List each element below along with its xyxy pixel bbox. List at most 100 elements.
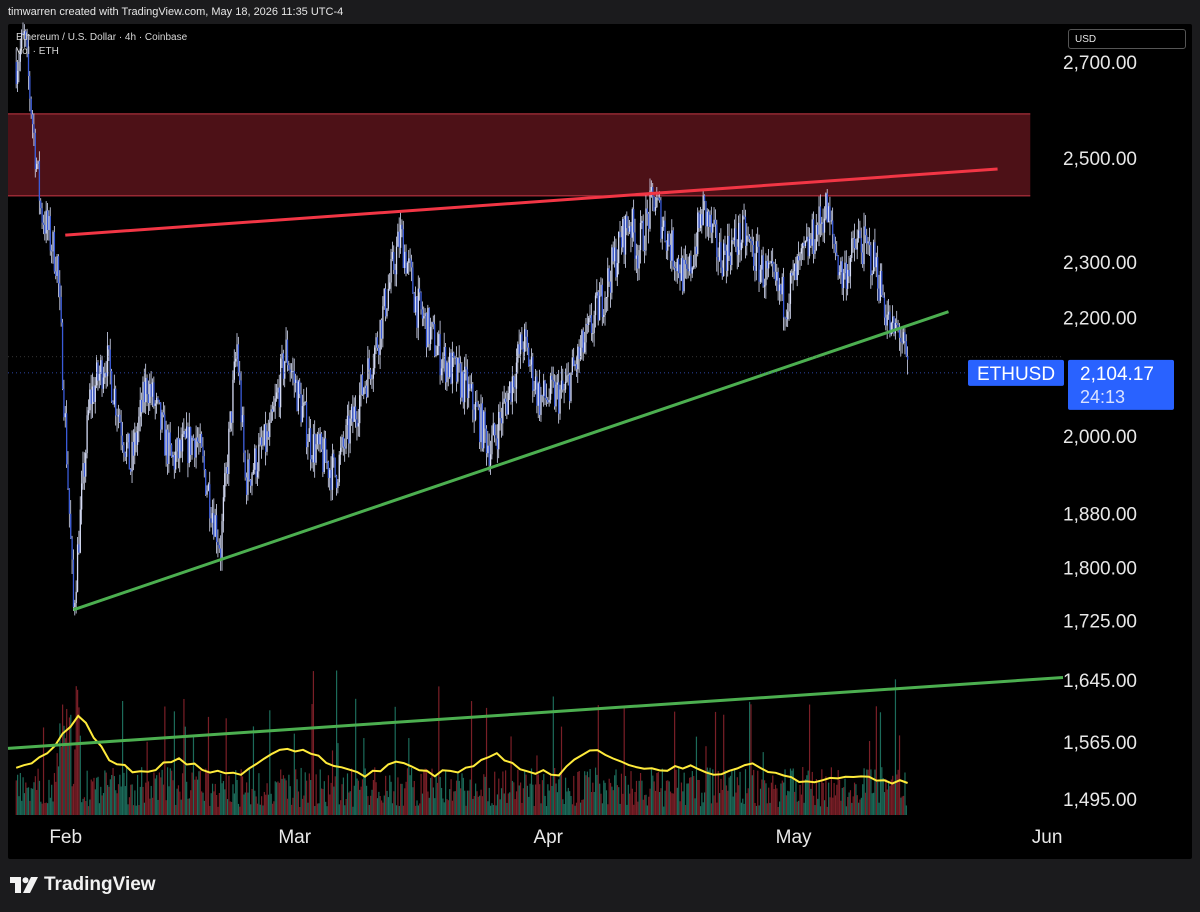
volume-bar	[535, 784, 537, 815]
candle-body	[218, 545, 220, 549]
volume-bar	[792, 768, 794, 815]
volume-bar	[500, 788, 503, 815]
candle-body	[368, 358, 370, 370]
candle-body	[303, 402, 305, 407]
candle-body	[468, 384, 470, 399]
tradingview-logo[interactable]: TradingView	[10, 874, 156, 896]
candle-body	[827, 206, 830, 223]
time-axis: Feb Mar Apr May Jun	[49, 827, 1062, 848]
candle-body	[878, 288, 880, 301]
candle-body	[695, 246, 698, 254]
candle-body	[661, 226, 663, 239]
volume-bar	[596, 774, 598, 815]
candle-body	[530, 356, 533, 365]
candle-body	[883, 297, 886, 318]
volume-bar	[326, 806, 328, 815]
volume-bar	[145, 782, 147, 815]
candle-body	[81, 483, 83, 510]
candle-body	[417, 288, 419, 328]
volume-bar	[900, 797, 902, 815]
candle-body	[609, 281, 612, 293]
candle-body	[404, 251, 406, 269]
candle-body	[121, 435, 124, 446]
volume-bar	[586, 771, 588, 815]
candle-body	[19, 48, 21, 62]
volume-bar	[862, 784, 864, 815]
volume-bar	[458, 780, 460, 815]
candle-body	[293, 370, 295, 383]
candle-body	[642, 220, 644, 251]
candle-body	[61, 322, 64, 389]
candle-body	[514, 387, 516, 389]
volume-bar	[811, 771, 813, 815]
volume-bar	[374, 767, 376, 815]
volume-bar	[528, 796, 530, 815]
volume-bar	[695, 736, 698, 815]
candle-body	[397, 231, 399, 247]
volume-bar	[481, 796, 484, 815]
candle-body	[709, 214, 711, 227]
candle-body	[421, 309, 424, 319]
volume-bar	[520, 782, 522, 815]
volume-bar	[173, 711, 175, 815]
candle-body	[611, 247, 613, 293]
volume-bar	[93, 777, 95, 815]
volume-bar	[244, 792, 246, 815]
candle-body	[378, 347, 380, 355]
symbol-legend[interactable]: Ethereum / U.S. Dollar · 4h · Coinbase	[16, 32, 188, 43]
volume-bar	[98, 803, 101, 815]
time-axis-tick: Apr	[533, 827, 563, 848]
candle-body	[185, 426, 188, 438]
candle-body	[672, 230, 674, 267]
volume-bar	[750, 704, 752, 815]
candle-body	[369, 369, 372, 379]
candle-body	[98, 373, 101, 381]
volume-bar	[822, 783, 824, 815]
candle-body	[752, 244, 755, 266]
volume-legend[interactable]: Vol · ETH	[16, 46, 59, 57]
candle-body	[904, 332, 906, 342]
candle-body	[853, 238, 856, 248]
candle-body	[838, 272, 841, 276]
candle-body	[447, 362, 449, 378]
candle-body	[725, 250, 728, 271]
volume-bar	[883, 792, 886, 815]
volume-bar	[731, 770, 733, 815]
candle-body	[626, 215, 628, 229]
candle-body	[656, 197, 658, 208]
volume-bar	[697, 779, 699, 815]
currency-selector[interactable]: USD	[1068, 29, 1186, 49]
candle-body	[723, 243, 725, 277]
volume-bar	[893, 783, 895, 815]
candle-body	[195, 437, 197, 458]
candle-body	[300, 394, 302, 423]
candle-body	[803, 242, 805, 247]
candle-body	[46, 210, 49, 230]
volume-bar	[791, 770, 793, 815]
volume-bar	[736, 777, 738, 815]
volume-bar	[506, 802, 508, 815]
candle-body	[660, 200, 662, 239]
volume-bar	[464, 790, 466, 815]
volume-bar	[372, 780, 374, 815]
volume-bar	[578, 771, 580, 815]
candle-body	[344, 446, 346, 449]
candle-body	[739, 222, 741, 251]
volume-bar	[795, 781, 797, 815]
candle-body	[608, 268, 610, 282]
volume-bar	[345, 798, 347, 815]
volume-bar	[735, 792, 737, 815]
volume-bar	[738, 785, 740, 815]
volume-bar	[788, 791, 790, 815]
candle-body	[155, 397, 158, 404]
time-axis-tick: May	[776, 827, 812, 848]
volume-bar	[825, 776, 827, 815]
volume-bar	[29, 800, 31, 815]
candle-body	[870, 245, 872, 276]
candle-body	[575, 364, 578, 370]
volume-bar	[570, 795, 572, 815]
candle-body	[250, 479, 252, 486]
candle-body	[21, 32, 23, 49]
candle-body	[683, 259, 685, 292]
